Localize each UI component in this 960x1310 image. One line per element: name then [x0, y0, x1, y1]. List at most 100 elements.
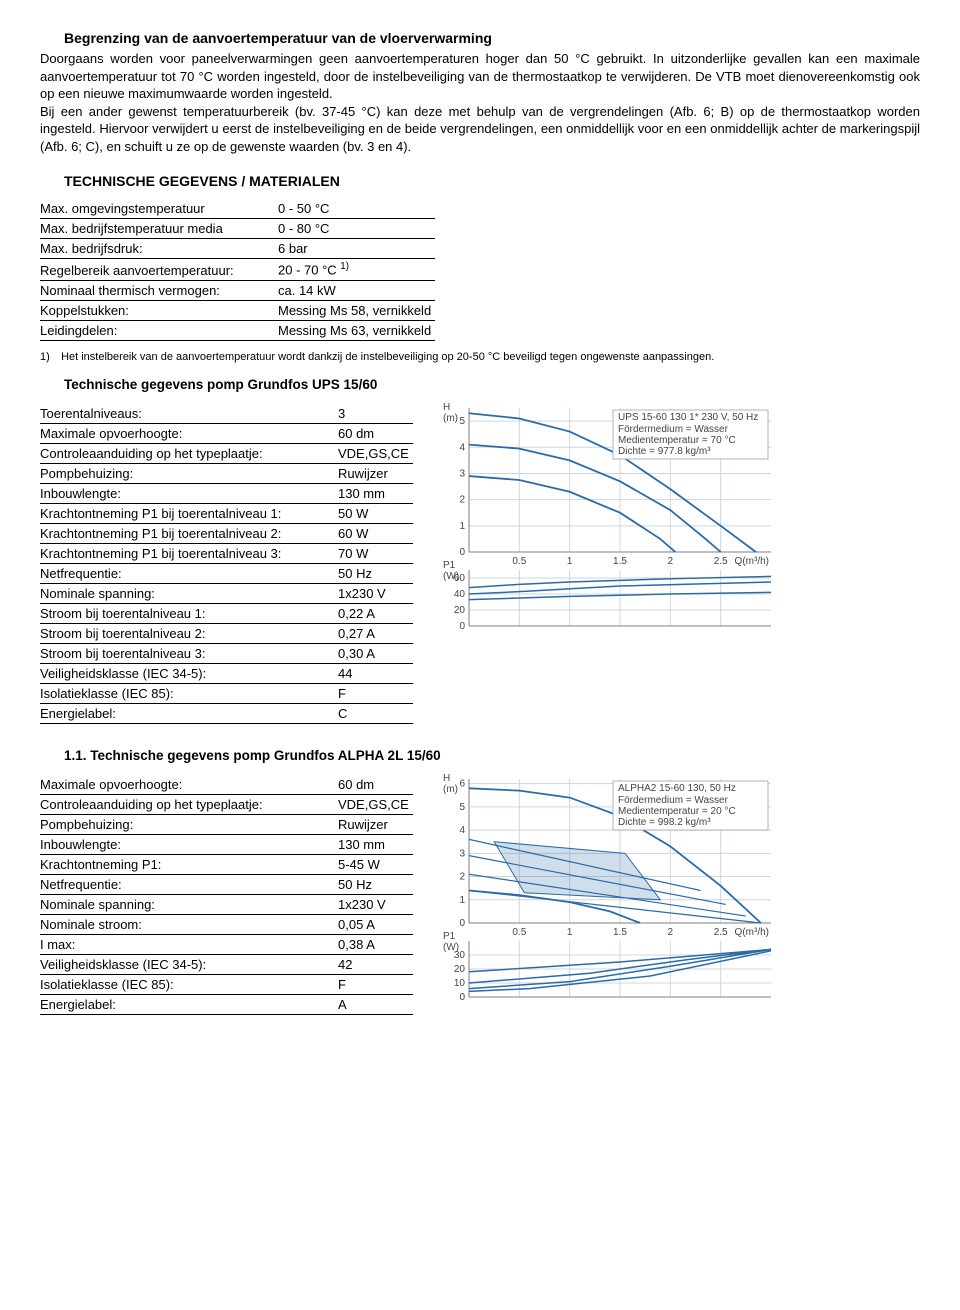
spec-value: 1x230 V [338, 894, 413, 914]
spec-value: VDE,GS,CE [338, 794, 413, 814]
svg-text:3: 3 [459, 848, 465, 859]
svg-text:0: 0 [459, 992, 465, 1003]
spec-key: Veiligheidsklasse (IEC 34-5): [40, 663, 338, 683]
spec-key: Stroom bij toerentalniveau 3: [40, 643, 338, 663]
spec-value: 70 W [338, 543, 413, 563]
spec-value: F [338, 974, 413, 994]
intro-heading: Begrenzing van de aanvoertemperatuur van… [64, 30, 920, 46]
spec-value: 0 - 50 °C [278, 199, 435, 219]
spec-value: 0,30 A [338, 643, 413, 663]
spec-key: Netfrequentie: [40, 563, 338, 583]
svg-text:0: 0 [459, 918, 465, 929]
svg-text:Fördermedium = Wasser: Fördermedium = Wasser [618, 795, 729, 806]
spec-value: 42 [338, 954, 413, 974]
svg-text:1: 1 [567, 927, 573, 938]
spec-value: Messing Ms 63, vernikkeld [278, 320, 435, 340]
svg-text:1: 1 [459, 520, 465, 531]
svg-text:10: 10 [454, 978, 466, 989]
spec-key: Krachtontneming P1 bij toerentalniveau 1… [40, 503, 338, 523]
svg-text:2: 2 [459, 871, 465, 882]
spec-key: Nominaal thermisch vermogen: [40, 280, 278, 300]
svg-text:3: 3 [459, 468, 465, 479]
pump2-chart: 01234560.511.522.5H(m)Q(m³/h)ALPHA2 15-6… [437, 771, 777, 1021]
spec-value: 5-45 W [338, 854, 413, 874]
svg-text:5: 5 [459, 416, 465, 427]
spec-key: Controleaanduiding op het typeplaatje: [40, 794, 338, 814]
spec-value: 50 Hz [338, 563, 413, 583]
svg-text:UPS 15-60 130 1* 230 V, 50 H: UPS 15-60 130 1* 230 V, 50 Hz [618, 412, 758, 423]
spec-key: Stroom bij toerentalniveau 1: [40, 603, 338, 623]
spec-key: Maximale opvoerhoogte: [40, 423, 338, 443]
spec-key: Nominale stroom: [40, 914, 338, 934]
spec-value: 6 bar [278, 239, 435, 259]
svg-text:0: 0 [459, 621, 465, 632]
spec-key: I max: [40, 934, 338, 954]
svg-text:1.5: 1.5 [613, 927, 627, 938]
svg-text:4: 4 [459, 825, 465, 836]
svg-text:2.5: 2.5 [714, 556, 728, 567]
tech-heading: TECHNISCHE GEGEVENS / MATERIALEN [64, 173, 920, 189]
spec-value: Ruwijzer [338, 463, 413, 483]
svg-text:0.5: 0.5 [512, 927, 526, 938]
svg-text:5: 5 [459, 801, 465, 812]
spec-key: Pompbehuizing: [40, 814, 338, 834]
svg-text:20: 20 [454, 605, 466, 616]
spec-key: Leidingdelen: [40, 320, 278, 340]
spec-value: 0,38 A [338, 934, 413, 954]
spec-value: ca. 14 kW [278, 280, 435, 300]
svg-text:Dichte = 977.8 kg/m³: Dichte = 977.8 kg/m³ [618, 446, 711, 457]
pump-curve-chart: 01234560.511.522.5H(m)Q(m³/h)ALPHA2 15-6… [437, 771, 777, 1021]
svg-text:Q(m³/h): Q(m³/h) [734, 556, 768, 567]
spec-key: Regelbereik aanvoertemperatuur: [40, 259, 278, 280]
spec-key: Krachtontneming P1 bij toerentalniveau 2… [40, 523, 338, 543]
svg-text:40: 40 [454, 589, 466, 600]
spec-value: 60 dm [338, 423, 413, 443]
spec-value: 3 [338, 404, 413, 424]
spec-key: Inbouwlengte: [40, 483, 338, 503]
svg-text:20: 20 [454, 964, 466, 975]
spec-value: Messing Ms 58, vernikkeld [278, 300, 435, 320]
spec-table-pump1: Toerentalniveaus:3Maximale opvoerhoogte:… [40, 404, 413, 724]
spec-value: 50 Hz [338, 874, 413, 894]
svg-text:0: 0 [459, 547, 465, 558]
spec-key: Max. bedrijfsdruk: [40, 239, 278, 259]
spec-value: C [338, 703, 413, 723]
footnote-num: 1) [40, 351, 58, 363]
pump1-chart: 0123450.511.522.5H(m)Q(m³/h)UPS 15-60 13… [437, 400, 777, 650]
svg-text:Dichte = 998.2 kg/m³: Dichte = 998.2 kg/m³ [618, 817, 711, 828]
spec-key: Stroom bij toerentalniveau 2: [40, 623, 338, 643]
spec-value: 60 W [338, 523, 413, 543]
spec-key: Energielabel: [40, 994, 338, 1014]
spec-value: 130 mm [338, 834, 413, 854]
spec-key: Controleaanduiding op het typeplaatje: [40, 443, 338, 463]
svg-text:Fördermedium = Wasser: Fördermedium = Wasser [618, 424, 729, 435]
spec-value: A [338, 994, 413, 1014]
spec-value: 130 mm [338, 483, 413, 503]
spec-value: Ruwijzer [338, 814, 413, 834]
intro-paragraph: Doorgaans worden voor paneelverwarmingen… [40, 50, 920, 155]
spec-key: Nominale spanning: [40, 894, 338, 914]
spec-value: VDE,GS,CE [338, 443, 413, 463]
svg-text:H(m): H(m) [443, 773, 458, 795]
spec-key: Veiligheidsklasse (IEC 34-5): [40, 954, 338, 974]
spec-key: Toerentalniveaus: [40, 404, 338, 424]
svg-text:2: 2 [667, 556, 673, 567]
spec-value: 0,05 A [338, 914, 413, 934]
spec-key: Isolatieklasse (IEC 85): [40, 974, 338, 994]
svg-text:0.5: 0.5 [512, 556, 526, 567]
spec-key: Energielabel: [40, 703, 338, 723]
svg-text:2.5: 2.5 [714, 927, 728, 938]
spec-key: Koppelstukken: [40, 300, 278, 320]
svg-text:P1(W): P1(W) [443, 931, 459, 953]
spec-key: Nominale spanning: [40, 583, 338, 603]
pump2-heading: 1.1. Technische gegevens pomp Grundfos A… [64, 748, 920, 763]
pump-curve-chart: 0123450.511.522.5H(m)Q(m³/h)UPS 15-60 13… [437, 400, 777, 650]
spec-value: 0,27 A [338, 623, 413, 643]
spec-value: 0 - 80 °C [278, 219, 435, 239]
spec-value: 0,22 A [338, 603, 413, 623]
svg-text:H(m): H(m) [443, 402, 458, 424]
svg-text:2: 2 [459, 494, 465, 505]
spec-key: Max. bedrijfstemperatuur media [40, 219, 278, 239]
footnote-text: Het instelbereik van de aanvoertemperatu… [61, 351, 714, 363]
spec-key: Maximale opvoerhoogte: [40, 775, 338, 795]
